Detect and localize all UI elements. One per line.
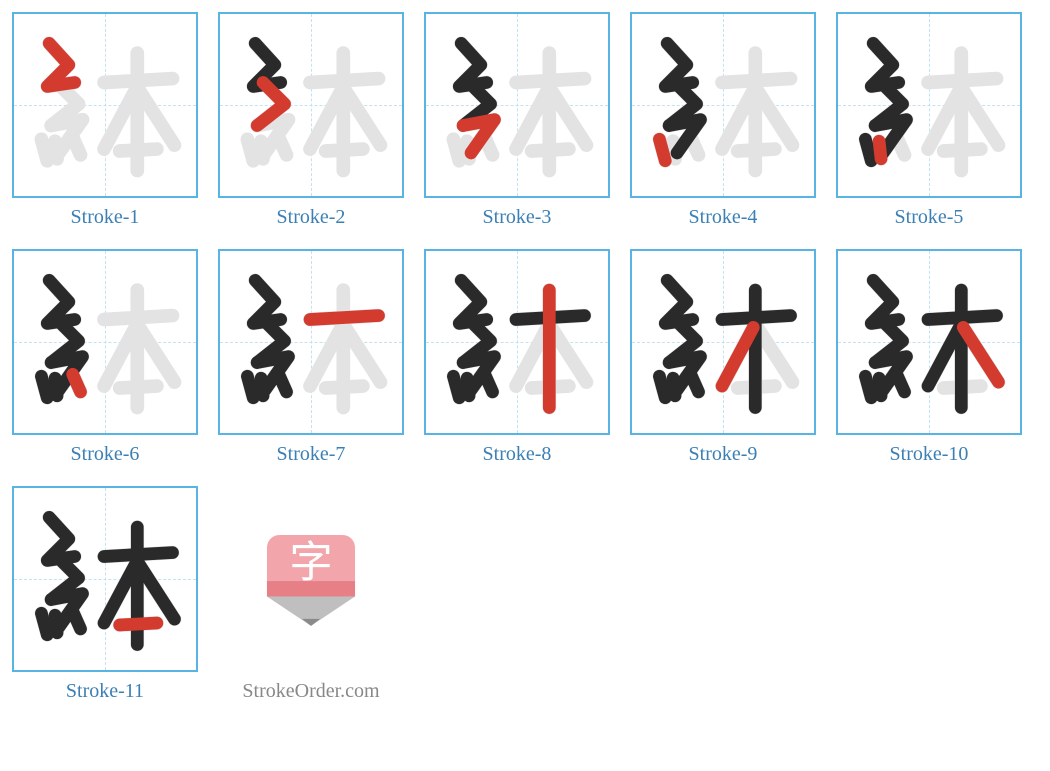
stroke-tile [424,12,610,198]
stroke-tile [12,486,198,672]
stroke-cell: Stroke-9 [630,249,816,466]
stroke-caption: Stroke-9 [689,443,758,466]
stroke-tile [836,12,1022,198]
stroke-caption: Stroke-3 [483,206,552,229]
stroke-tile [424,249,610,435]
stroke-tile [630,12,816,198]
stroke-caption: Stroke-1 [71,206,140,229]
stroke-caption: Stroke-8 [483,443,552,466]
stroke-cell: Stroke-2 [218,12,404,229]
stroke-tile [12,12,198,198]
stroke-cell: Stroke-3 [424,12,610,229]
stroke-caption: Stroke-5 [895,206,964,229]
brand-logo-char: 字 [289,528,332,590]
stroke-tile [218,12,404,198]
stroke-cell: Stroke-6 [12,249,198,466]
stroke-cell: Stroke-7 [218,249,404,466]
stroke-tile [12,249,198,435]
brand-logo: 字 [218,486,404,672]
stroke-caption: Stroke-2 [277,206,346,229]
stroke-cell: Stroke-5 [836,12,1022,229]
stroke-grid: Stroke-1 Stroke-2 Stroke-3 Stroke-4 Stroke-5… [12,12,1038,703]
stroke-cell: Stroke-11 [12,486,198,703]
stroke-caption: Stroke-7 [277,443,346,466]
stroke-caption: Stroke-10 [890,443,969,466]
stroke-caption: Stroke-4 [689,206,758,229]
stroke-cell: Stroke-4 [630,12,816,229]
stroke-cell: Stroke-10 [836,249,1022,466]
brand-caption: StrokeOrder.com [242,680,379,703]
stroke-caption: Stroke-11 [66,680,144,703]
brand-cell: 字 StrokeOrder.com [218,486,404,703]
stroke-cell: Stroke-8 [424,249,610,466]
stroke-tile [836,249,1022,435]
stroke-caption: Stroke-6 [71,443,140,466]
stroke-tile [630,249,816,435]
stroke-cell: Stroke-1 [12,12,198,229]
stroke-tile [218,249,404,435]
